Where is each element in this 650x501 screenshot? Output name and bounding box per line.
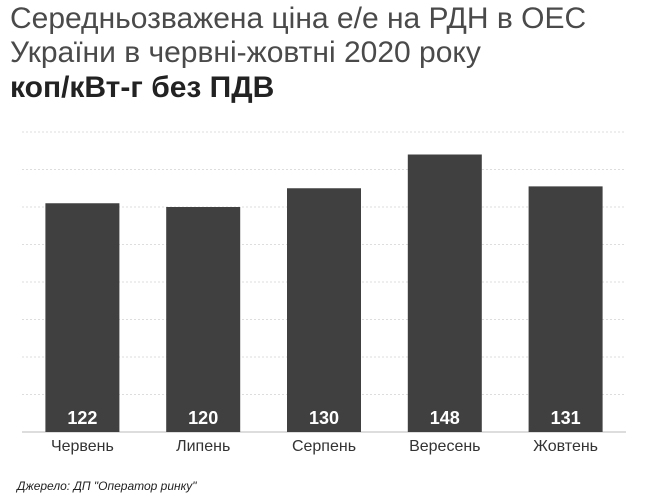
bar	[166, 207, 241, 432]
title-line-1: Середньозважена ціна е/е на РДН в ОЕС	[10, 2, 587, 35]
bar-value-label: 122	[67, 408, 97, 428]
bar	[407, 154, 482, 432]
chart-title: Середньозважена ціна е/е на РДН в ОЕС Ук…	[10, 2, 640, 106]
x-tick-label: Жовтень	[533, 438, 598, 455]
bar-value-label: 130	[309, 408, 339, 428]
bar	[287, 188, 361, 432]
bar-value-label: 120	[188, 408, 218, 428]
x-tick-label: Серпень	[292, 438, 356, 455]
bar	[528, 186, 603, 432]
source-note: Джерело: ДП "Оператор ринку"	[17, 479, 197, 493]
x-tick-label: Липень	[176, 438, 230, 455]
bar	[45, 203, 120, 432]
x-axis-labels: Червень Липень Серпень Вересень Жовтень	[51, 438, 598, 455]
x-tick-label: Червень	[51, 438, 114, 455]
bar-value-label: 148	[430, 408, 460, 428]
title-line-2: України в червні-жовтні 2020 року	[10, 36, 481, 69]
bar-value-label: 131	[551, 408, 581, 428]
x-tick-label: Вересень	[409, 438, 480, 455]
chart-unit-subtitle: коп/кВт-г без ПДВ	[10, 71, 275, 104]
bars	[45, 154, 603, 432]
value-labels: 122 120 130 148 131	[67, 408, 580, 428]
